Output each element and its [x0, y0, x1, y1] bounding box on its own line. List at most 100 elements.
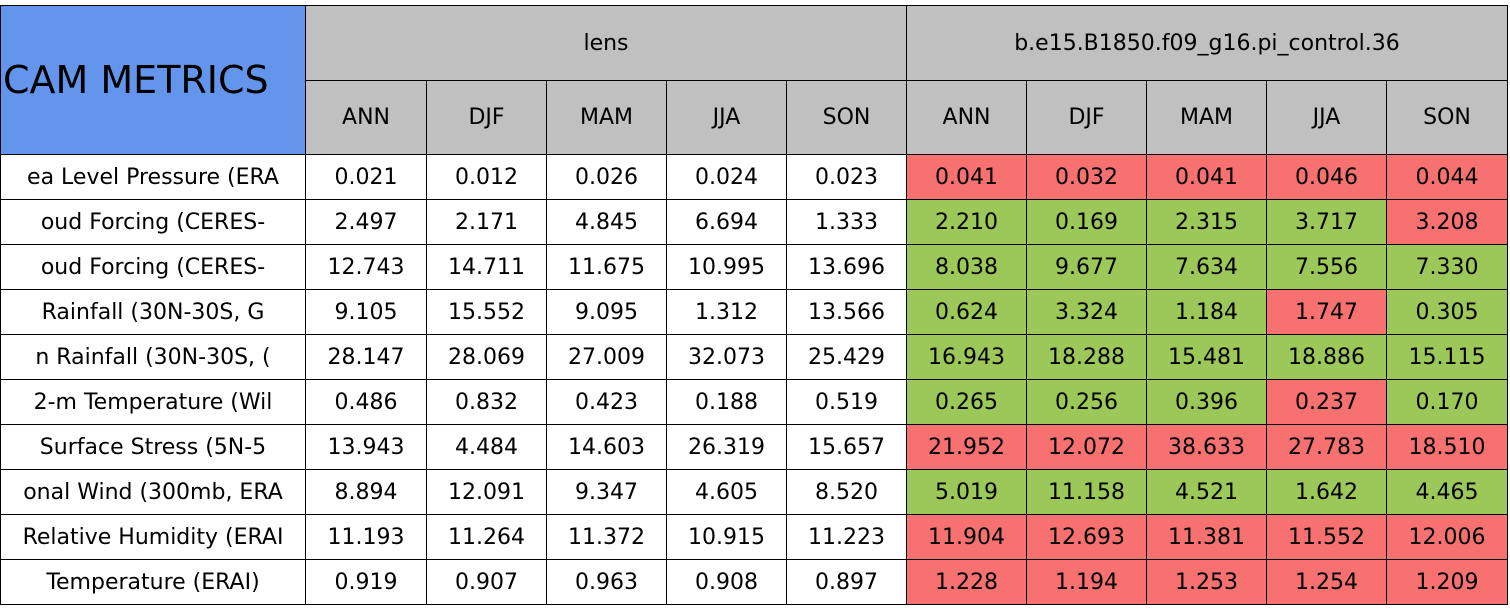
season-header-text: ANN: [342, 105, 390, 130]
value-cell-text: 0.169: [1055, 209, 1118, 235]
row-label-text: oud Forcing (CERES-: [40, 209, 266, 235]
value-cell-text: 7.634: [1175, 254, 1238, 280]
value-cell-text: 0.396: [1175, 389, 1238, 415]
value-cell: 4.845: [546, 199, 667, 245]
value-cell: 0.023: [786, 154, 907, 200]
value-cell-text: 0.256: [1055, 389, 1118, 415]
value-cell-text: 3.208: [1415, 209, 1479, 235]
value-cell-text: 11.264: [448, 524, 525, 550]
row-label-text: Temperature (ERAI): [46, 569, 260, 595]
value-cell-text: 0.265: [935, 389, 998, 415]
value-cell: 0.486: [305, 379, 427, 425]
value-cell-text: 9.105: [334, 299, 398, 325]
value-cell: 9.095: [546, 289, 667, 335]
value-cell-text: 15.552: [448, 299, 525, 325]
value-cell: 13.696: [786, 244, 907, 290]
value-cell-text: 2.497: [334, 209, 398, 235]
value-cell: 0.256: [1026, 379, 1147, 425]
season-header: DJF: [426, 80, 547, 155]
season-header: JJA: [1266, 80, 1387, 155]
value-cell-text: 0.044: [1415, 164, 1479, 190]
value-cell: 11.552: [1266, 514, 1387, 560]
value-cell: 1.228: [906, 559, 1027, 605]
value-cell-text: 15.657: [808, 434, 885, 460]
value-cell-text: 18.510: [1408, 434, 1486, 460]
value-cell: 5.019: [906, 469, 1027, 515]
value-cell: 7.634: [1146, 244, 1267, 290]
season-header: MAM: [1146, 80, 1267, 155]
value-cell-text: 27.783: [1288, 434, 1365, 460]
value-cell: 12.072: [1026, 424, 1147, 470]
value-cell: 11.158: [1026, 469, 1147, 515]
value-cell-text: 16.943: [928, 344, 1005, 370]
row-label: oud Forcing (CERES-: [0, 199, 306, 245]
value-cell-text: 11.223: [808, 524, 885, 550]
row-label: 2-m Temperature (Wil: [0, 379, 306, 425]
value-cell-text: 11.675: [568, 254, 645, 280]
value-cell-text: 18.886: [1288, 344, 1365, 370]
value-cell: 2.497: [305, 199, 427, 245]
row-label: Temperature (ERAI): [0, 559, 306, 605]
value-cell: 12.743: [305, 244, 427, 290]
row-label-text: n Rainfall (30N-30S, (: [35, 344, 271, 370]
season-header-text: JJA: [712, 105, 741, 130]
value-cell: 28.147: [305, 334, 427, 380]
value-cell-text: 2.171: [455, 209, 518, 235]
row-label: Rainfall (30N-30S, G: [0, 289, 306, 335]
value-cell-text: 27.009: [568, 344, 645, 370]
value-cell: 1.333: [786, 199, 907, 245]
value-cell-text: 0.305: [1415, 299, 1479, 325]
value-cell-text: 18.288: [1048, 344, 1125, 370]
value-cell-text: 14.711: [448, 254, 525, 280]
value-cell: 16.943: [906, 334, 1027, 380]
season-header: SON: [1386, 80, 1508, 155]
value-cell-text: 0.832: [455, 389, 518, 415]
row-label: oud Forcing (CERES-: [0, 244, 306, 290]
value-cell: 32.073: [666, 334, 787, 380]
value-cell: 0.032: [1026, 154, 1147, 200]
value-cell: 0.188: [666, 379, 787, 425]
value-cell: 1.209: [1386, 559, 1508, 605]
season-header-text: SON: [1423, 105, 1471, 130]
value-cell: 11.675: [546, 244, 667, 290]
value-cell-text: 1.642: [1295, 479, 1358, 505]
season-header-text: MAM: [1179, 105, 1233, 130]
value-cell: 0.919: [305, 559, 427, 605]
value-cell-text: 0.237: [1295, 389, 1358, 415]
group-header: b.e15.B1850.f09_g16.pi_control.36: [906, 5, 1508, 81]
value-cell: 0.897: [786, 559, 907, 605]
value-cell: 0.012: [426, 154, 547, 200]
value-cell-text: 10.915: [688, 524, 765, 550]
group-header-text: lens: [583, 30, 629, 56]
value-cell-text: 15.481: [1168, 344, 1245, 370]
title-cell: CAM METRICS: [0, 5, 306, 155]
value-cell-text: 21.952: [928, 434, 1005, 460]
value-cell-text: 8.894: [334, 479, 398, 505]
value-cell-text: 13.696: [808, 254, 885, 280]
value-cell-text: 1.209: [1415, 569, 1479, 595]
value-cell-text: 0.041: [935, 164, 998, 190]
value-cell-text: 12.006: [1408, 524, 1486, 550]
value-cell: 11.372: [546, 514, 667, 560]
value-cell-text: 2.315: [1175, 209, 1238, 235]
value-cell: 4.484: [426, 424, 547, 470]
season-header-text: SON: [822, 105, 871, 130]
value-cell-text: 12.072: [1048, 434, 1125, 460]
value-cell: 2.210: [906, 199, 1027, 245]
value-cell-text: 4.605: [695, 479, 758, 505]
value-cell: 1.747: [1266, 289, 1387, 335]
value-cell-text: 28.147: [327, 344, 405, 370]
value-cell: 0.046: [1266, 154, 1387, 200]
value-cell-text: 9.677: [1055, 254, 1118, 280]
value-cell: 0.832: [426, 379, 547, 425]
value-cell-text: 32.073: [688, 344, 765, 370]
value-cell-text: 0.897: [815, 569, 878, 595]
value-cell: 0.044: [1386, 154, 1508, 200]
season-header-text: JJA: [1312, 105, 1341, 130]
value-cell-text: 0.032: [1055, 164, 1118, 190]
value-cell: 38.633: [1146, 424, 1267, 470]
season-header-text: DJF: [1068, 105, 1105, 130]
value-cell: 8.038: [906, 244, 1027, 290]
row-label-text: oud Forcing (CERES-: [40, 254, 266, 280]
